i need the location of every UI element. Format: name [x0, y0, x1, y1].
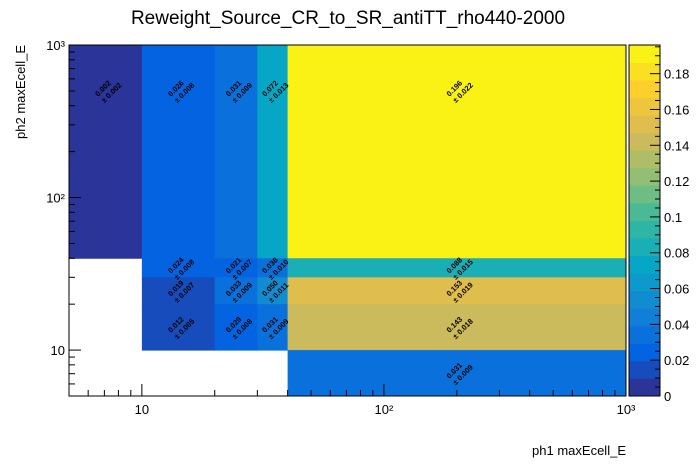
colorbar-segment	[629, 308, 660, 327]
colorbar-segment	[629, 273, 660, 292]
colorbar-tick-label: 0.12	[664, 174, 689, 189]
colorbar-tick-label: 0	[664, 389, 671, 404]
colorbar-segment	[629, 45, 660, 63]
heatmap-cell	[287, 350, 627, 397]
heatmap-cell	[141, 258, 216, 278]
colorbar-segment	[629, 343, 660, 362]
heatmap-cell	[141, 277, 216, 305]
heatmap-cell	[257, 304, 289, 351]
colorbar-segment	[629, 290, 660, 309]
heatmap-cell	[257, 277, 289, 305]
colorbar-segment	[629, 325, 660, 344]
colorbar-tick-label: 0.1	[664, 210, 682, 225]
y-axis-title: ph2 maxEcell_E	[13, 45, 28, 139]
heatmap-cell	[287, 277, 627, 305]
colorbar-tick-label: 0.16	[664, 102, 689, 117]
chart-title: Reweight_Source_CR_to_SR_antiTT_rho440-2…	[131, 8, 565, 29]
colorbar-segment	[629, 360, 660, 379]
heatmap-cell	[214, 277, 258, 305]
y-tick-label: 10²	[46, 191, 65, 206]
y-tick-label: 10³	[46, 38, 65, 53]
colorbar-segment	[629, 220, 660, 239]
colorbar-segment	[629, 132, 660, 151]
heatmap-cell	[214, 304, 258, 351]
heatmap-cell	[257, 45, 289, 259]
colorbar-tick-label: 0.06	[664, 282, 689, 297]
colorbar-segment	[629, 115, 660, 134]
color-scale-bar: 0 0.02 0.04 0.06 0.08 0.1 0.12 0.14 0.16 0.18	[628, 44, 689, 404]
colorbar-segment	[629, 185, 660, 204]
colorbar-frame	[628, 44, 661, 397]
y-axis: 10 10² 10³	[46, 38, 81, 397]
heatmap-cell	[69, 45, 143, 259]
x-tick-label: 10	[135, 402, 149, 417]
heatmap-cell	[257, 258, 289, 278]
colorbar-segment	[629, 378, 660, 397]
x-axis-title: ph1 maxEcell_E	[532, 443, 626, 458]
colorbar-segment	[629, 80, 660, 99]
x-axis: 10 10² 10³	[68, 384, 636, 417]
colorbar-tick-label: 0.04	[664, 317, 689, 332]
plot-frame	[68, 44, 627, 397]
colorbar-segment	[629, 202, 660, 221]
heatmap-cell	[214, 258, 258, 278]
colorbar-segment	[629, 62, 660, 81]
x-tick-label: 10³	[617, 402, 636, 417]
heatmap-cell	[141, 304, 216, 351]
colorbar-tick-label: 0.14	[664, 138, 689, 153]
colorbar-segment	[629, 238, 660, 256]
y-tick-label: 10	[51, 343, 65, 358]
heatmap-cell	[287, 304, 627, 351]
colorbar-segment	[629, 97, 660, 116]
heatmap-cell	[141, 45, 216, 259]
heatmap-cell	[287, 258, 627, 278]
x-tick-label: 10²	[375, 402, 394, 417]
colorbar-segment	[629, 150, 660, 169]
colorbar-tick-label: 0.02	[664, 353, 689, 368]
colorbar-segment	[629, 167, 660, 186]
colorbar-segment	[629, 255, 660, 274]
heatmap-cells	[69, 45, 627, 397]
heatmap-cell	[287, 45, 627, 259]
colorbar-tick-label: 0.18	[664, 67, 689, 82]
colorbar-tick-label: 0.08	[664, 246, 689, 261]
heatmap-cell	[214, 45, 258, 259]
